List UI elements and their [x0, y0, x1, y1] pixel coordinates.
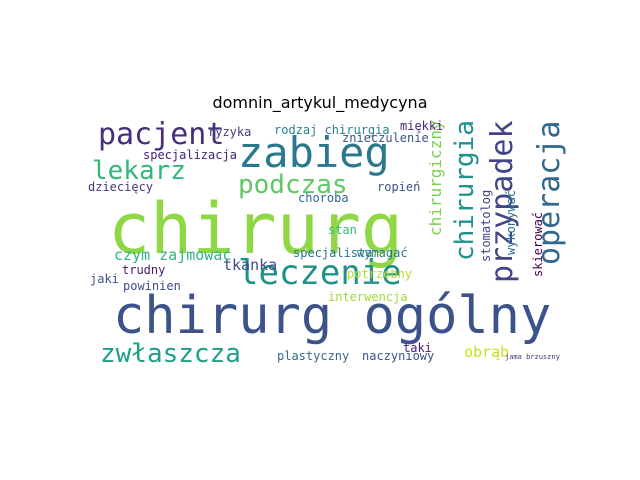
word-cloud-word: zwłaszcza — [100, 339, 241, 364]
word-cloud-word: stan — [328, 223, 357, 237]
word-cloud-word: leczenie — [238, 253, 402, 293]
word-cloud-area: chirurg chirurg ogólny zabieg leczenie pacje… — [80, 120, 570, 364]
word-cloud-word: stomatolog — [479, 190, 493, 263]
word-cloud-word: choroba — [298, 191, 349, 205]
word-cloud-word: plastyczny — [277, 349, 350, 363]
word-cloud-word: chirurg ogólny — [113, 286, 552, 346]
word-cloud-word: chirurg — [108, 188, 404, 270]
word-cloud-word: wykonywać — [504, 190, 518, 256]
word-cloud-word: taki — [403, 341, 432, 355]
word-cloud-word: skierować — [531, 212, 545, 278]
word-cloud-word: jama brzuszny — [505, 353, 560, 361]
word-cloud-word: potrzebny — [347, 267, 413, 281]
word-cloud-word: zabieg — [238, 128, 390, 177]
word-cloud-word: powinien — [123, 279, 181, 293]
word-cloud-word: dziecięcy — [88, 180, 154, 194]
word-cloud-word: znieczulenie — [342, 131, 429, 145]
word-cloud-word: chirurgia — [450, 120, 480, 261]
word-cloud-word: pacjent — [98, 120, 225, 152]
word-cloud-word: jaki — [90, 272, 119, 286]
word-cloud-word: lekarz — [92, 156, 186, 186]
word-cloud-word: ryzyka — [208, 125, 252, 139]
word-cloud-word: obrąb — [464, 343, 510, 361]
word-cloud-word: miękki — [400, 120, 444, 133]
word-cloud-word: naczyniowy — [362, 349, 435, 363]
word-cloud-word: podczas — [238, 170, 348, 200]
word-cloud-word: chirurgiczny — [426, 120, 445, 236]
word-cloud-word: tkanka — [223, 256, 278, 274]
word-cloud-word: trudny — [122, 263, 166, 277]
word-cloud-word: ropień — [377, 180, 421, 194]
word-cloud-word: czym zajmować — [114, 246, 232, 264]
word-cloud-word: interwencja — [328, 290, 408, 304]
word-cloud-word: rodzaj chirurgia — [274, 123, 390, 137]
word-cloud-word: specjalista — [293, 246, 373, 260]
chart-title: domnin_artykul_medycyna — [212, 93, 428, 112]
word-cloud-word: specjalizacja — [143, 148, 237, 162]
word-cloud-word: wymagać — [357, 246, 408, 260]
